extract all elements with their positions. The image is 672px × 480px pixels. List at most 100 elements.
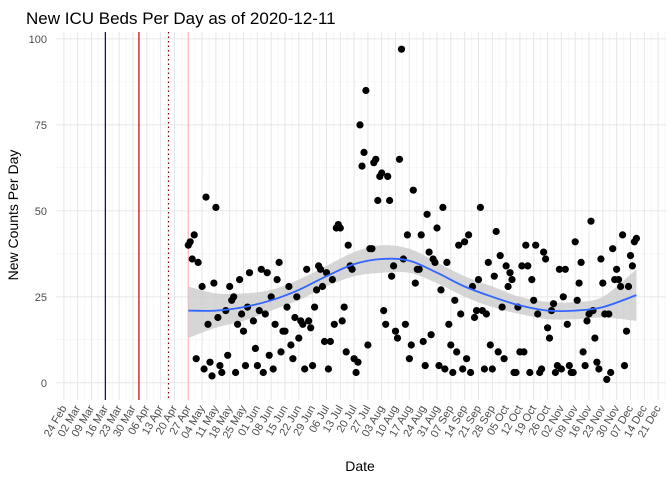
data-point — [433, 224, 441, 232]
data-point — [551, 368, 560, 377]
data-point — [295, 334, 303, 342]
data-point — [455, 241, 463, 249]
data-point — [299, 320, 307, 328]
data-point — [313, 286, 321, 294]
data-point — [269, 365, 277, 373]
data-point — [603, 375, 611, 383]
data-point — [474, 276, 483, 284]
data-point — [431, 258, 439, 266]
data-point — [461, 238, 469, 246]
data-point — [352, 368, 360, 377]
data-point — [439, 203, 447, 211]
data-point — [544, 324, 552, 332]
data-point — [283, 303, 291, 311]
data-point — [251, 344, 259, 352]
data-point — [303, 265, 311, 273]
data-point — [624, 282, 633, 291]
smooth-trend-line — [188, 257, 637, 313]
data-point — [271, 320, 279, 328]
data-point — [417, 231, 425, 239]
data-point — [445, 320, 453, 328]
data-point — [267, 293, 275, 301]
smooth-line-layer — [188, 257, 637, 313]
data-point — [443, 258, 451, 266]
y-tick-label: 25 — [35, 292, 47, 304]
data-point — [393, 334, 402, 342]
data-point — [423, 210, 431, 218]
data-point — [344, 241, 352, 249]
data-point — [415, 265, 423, 273]
data-point — [257, 265, 265, 273]
data-point — [577, 258, 585, 266]
data-point — [421, 362, 429, 370]
data-point — [512, 368, 520, 377]
data-point — [425, 248, 433, 256]
data-point — [524, 262, 532, 270]
data-point — [208, 372, 216, 380]
data-point — [309, 362, 317, 370]
data-point — [204, 320, 212, 328]
data-point — [504, 282, 512, 291]
data-point — [358, 162, 366, 170]
data-point — [265, 351, 273, 359]
data-point — [484, 258, 492, 266]
data-point — [534, 310, 542, 318]
data-point — [559, 293, 567, 301]
data-point — [200, 365, 208, 373]
data-point — [569, 368, 577, 377]
data-point — [307, 324, 315, 332]
data-point — [502, 262, 510, 270]
reference-lines — [104, 32, 189, 400]
data-point — [472, 307, 481, 315]
data-point — [391, 327, 400, 335]
data-point — [336, 224, 344, 232]
data-point — [545, 334, 554, 342]
data-point — [498, 303, 506, 311]
data-point — [285, 282, 293, 291]
data-point — [230, 293, 238, 301]
grid — [56, 32, 666, 400]
data-point — [427, 331, 435, 339]
data-point — [463, 355, 471, 363]
data-point — [291, 313, 299, 322]
data-point — [488, 365, 496, 373]
data-point — [451, 296, 459, 304]
data-point — [490, 272, 498, 280]
data-point — [401, 320, 409, 328]
data-point — [324, 365, 332, 373]
data-point — [573, 296, 581, 304]
data-point — [617, 282, 625, 291]
data-point — [453, 348, 461, 356]
data-point — [526, 368, 534, 377]
data-point — [583, 317, 591, 325]
smooth-confidence-band — [188, 245, 637, 339]
data-point — [202, 193, 210, 201]
data-point — [500, 355, 508, 363]
data-point — [293, 293, 301, 301]
data-point — [277, 348, 285, 356]
data-point — [626, 252, 635, 260]
data-point — [467, 368, 475, 377]
data-point — [565, 362, 573, 370]
data-point — [328, 276, 336, 284]
data-point — [441, 365, 449, 373]
data-point — [362, 86, 370, 95]
data-point — [492, 227, 500, 236]
data-point — [607, 368, 615, 377]
y-tick-label: 50 — [35, 206, 47, 218]
data-point — [287, 341, 295, 349]
data-point — [305, 317, 313, 325]
data-point — [459, 365, 467, 373]
data-point — [232, 368, 240, 377]
data-point — [261, 310, 269, 318]
data-point — [407, 341, 415, 349]
data-point — [540, 248, 548, 256]
y-axis-label: New Counts Per Day — [5, 150, 21, 281]
data-point — [239, 327, 248, 335]
data-point — [216, 362, 224, 370]
data-point — [599, 279, 607, 287]
y-tick-label: 0 — [41, 378, 47, 390]
data-point — [409, 186, 417, 194]
data-point — [593, 358, 601, 366]
